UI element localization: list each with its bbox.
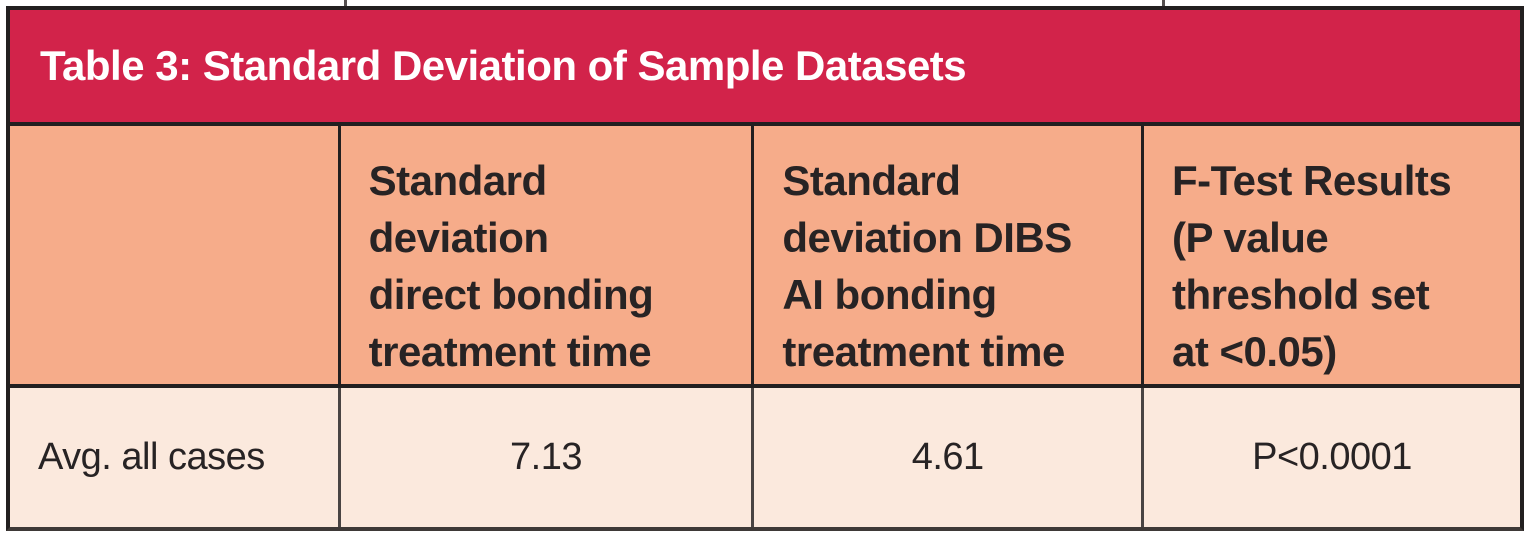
- header-cell-sd-dibs-ai-bonding: Standard deviation DIBS AI bonding treat…: [751, 126, 1141, 384]
- value-sd-dibs-ai-bonding: 4.61: [751, 388, 1141, 527]
- table-title-bar: Table 3: Standard Deviation of Sample Da…: [10, 10, 1520, 122]
- header-cell-f-test-results: F-Test Results (P value threshold set at…: [1140, 126, 1520, 384]
- sample-datasets-table: Table 3: Standard Deviation of Sample Da…: [6, 6, 1524, 531]
- table-header-row: Standard deviation direct bonding treatm…: [10, 122, 1520, 384]
- cropped-divider-stub: [1162, 0, 1165, 6]
- header-cell-sd-direct-bonding: Standard deviation direct bonding treatm…: [337, 126, 752, 384]
- cropped-divider-stub: [344, 0, 347, 6]
- value-f-test-result: P<0.0001: [1140, 388, 1520, 527]
- table-title: Table 3: Standard Deviation of Sample Da…: [40, 42, 967, 89]
- value-sd-direct-bonding: 7.13: [337, 388, 752, 527]
- table-row-avg-all-cases: Avg. all cases 7.13 4.61 P<0.0001: [10, 384, 1520, 527]
- top-whitespace-strip: [0, 0, 1536, 6]
- header-cell-empty: [10, 126, 338, 384]
- row-label-avg-all-cases: Avg. all cases: [10, 388, 338, 527]
